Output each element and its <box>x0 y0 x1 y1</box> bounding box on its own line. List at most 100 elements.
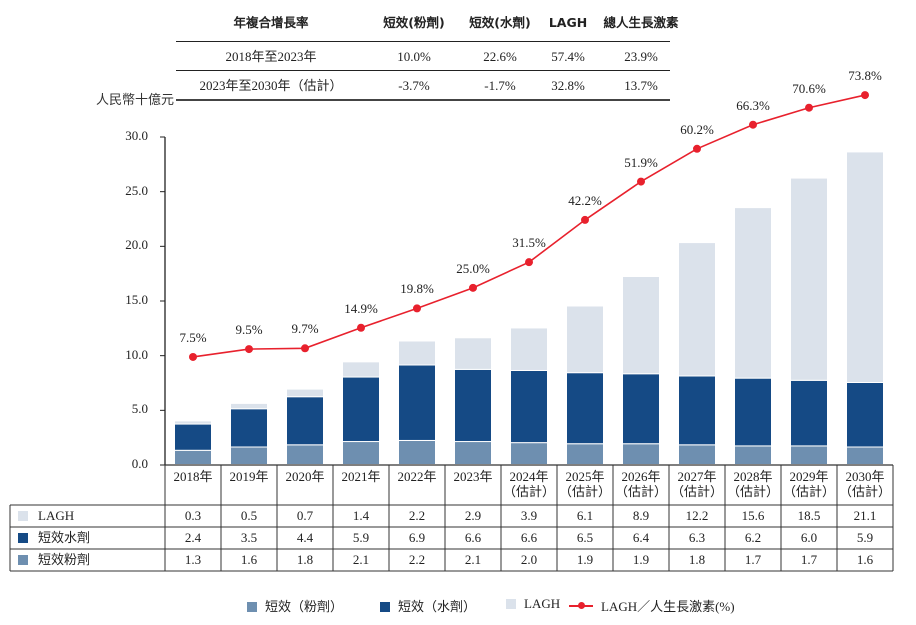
legend-item-ratio-line: LAGH／人生長激素(%) <box>569 596 735 615</box>
data-table-cell: 2.0 <box>520 552 538 567</box>
legend-label: LAGH／人生長激素(%) <box>601 599 735 614</box>
bar-segment-separator <box>847 151 883 153</box>
bar-segment-separator <box>791 379 827 381</box>
data-table-cell: 21.1 <box>853 508 877 523</box>
data-table-row-label-text: LAGH <box>38 508 75 523</box>
x-category-label: 2028年 <box>733 469 773 484</box>
data-table-cell: 6.6 <box>464 530 482 545</box>
bar-segment-separator <box>679 242 715 244</box>
data-table-cell: 5.9 <box>352 530 370 545</box>
bar-segment-separator <box>847 446 883 448</box>
ratio-line-point <box>357 323 365 332</box>
bar-segment-liquid <box>791 380 827 446</box>
x-category-label: 2025年 <box>565 469 605 484</box>
bar-segment-separator <box>175 449 211 451</box>
cagr-value: -1.7% <box>484 78 516 93</box>
cagr-row: 2018年至2023年 10.0% 22.6% 57.4% 23.9% <box>176 44 670 70</box>
x-category-label: 2018年 <box>173 469 213 484</box>
bar-segment-separator <box>511 442 547 444</box>
bar-segment-separator <box>287 444 323 446</box>
ratio-line-data-label: 42.2% <box>568 192 602 208</box>
bar-segment-powder <box>511 443 547 464</box>
data-table-row-label-text: 短效粉劑 <box>38 552 91 567</box>
bar-segment-liquid <box>847 383 883 447</box>
data-table-row-swatch <box>18 555 28 565</box>
x-category-label: 2019年 <box>229 469 269 484</box>
bar-segment-lagh <box>847 152 883 382</box>
y-tick-label: 25.0 <box>125 182 148 198</box>
data-table-cell: 5.9 <box>856 530 874 545</box>
data-table-cell: 2.2 <box>408 552 426 567</box>
bar-segment-powder <box>175 450 211 464</box>
cagr-value: 22.6% <box>483 49 517 64</box>
y-tick-label: 20.0 <box>125 237 148 253</box>
x-category-note: （估計） <box>782 484 835 499</box>
x-category-note: （估計） <box>670 484 723 499</box>
data-table-cell: 3.5 <box>240 530 258 545</box>
ratio-line-data-label: 9.7% <box>291 321 319 337</box>
data-table-cell: 1.6 <box>240 552 258 567</box>
cagr-header-powder: 短效(粉劑) <box>383 15 445 30</box>
cagr-value: -3.7% <box>398 78 430 93</box>
bar-segment-separator <box>623 373 659 375</box>
bar-segment-liquid <box>231 409 267 447</box>
ratio-line-point <box>637 177 645 186</box>
bar-segment-separator <box>791 445 827 447</box>
cagr-value: 23.9% <box>624 49 658 64</box>
x-category-note: （估計） <box>614 484 667 499</box>
x-category-label: 2029年 <box>789 469 829 484</box>
data-table-cell: 0.5 <box>240 508 258 523</box>
x-category-label: 2030年 <box>845 469 885 484</box>
data-table-cell: 8.9 <box>632 508 650 523</box>
bar-segment-separator <box>399 340 435 342</box>
data-table-cell: 2.4 <box>184 530 202 545</box>
bar-segment-lagh <box>623 276 659 374</box>
data-table-cell: 6.5 <box>576 530 594 545</box>
ratio-line-data-label: 7.5% <box>179 329 207 345</box>
y-tick-label: 5.0 <box>131 401 148 417</box>
legend-swatch-liquid <box>380 602 390 612</box>
bar-segment-separator <box>287 396 323 398</box>
ratio-line-data-label: 60.2% <box>680 121 714 137</box>
x-category-label: 2020年 <box>285 469 325 484</box>
bar-segment-separator <box>511 369 547 371</box>
ratio-line-point <box>805 103 813 112</box>
ratio-line-point <box>469 283 477 292</box>
bar-segment-powder <box>623 444 659 464</box>
data-table-cell: 6.6 <box>520 530 538 545</box>
cagr-period: 2023年至2030年（估計） <box>199 78 343 93</box>
ratio-line-point <box>693 144 701 153</box>
data-table-row-label: LAGH <box>18 505 74 527</box>
data-table-cell: 4.4 <box>296 530 314 545</box>
data-table-cell: 15.6 <box>741 508 765 523</box>
bar-segment-separator <box>455 441 491 443</box>
cagr-period: 2018年至2023年 <box>225 49 317 64</box>
bar-segment-separator <box>343 376 379 378</box>
cagr-rule <box>176 70 670 71</box>
data-table-cell: 6.0 <box>800 530 818 545</box>
x-category-label: 2022年 <box>397 469 437 484</box>
ratio-line-point <box>581 215 589 224</box>
ratio-line-data-label: 73.8% <box>848 68 882 84</box>
bar-segment-liquid <box>511 370 547 443</box>
ratio-line-point <box>301 344 309 353</box>
cagr-value: 13.7% <box>624 78 658 93</box>
data-table-row-swatch <box>18 533 28 543</box>
bar-segment-separator <box>847 382 883 383</box>
bar-segment-separator <box>399 364 435 366</box>
cagr-header-lagh: LAGH <box>548 15 588 30</box>
x-category-label: 2026年 <box>621 469 661 484</box>
data-table-cell: 1.6 <box>856 552 874 567</box>
bar-segment-liquid <box>343 377 379 442</box>
ratio-line-data-label: 9.5% <box>235 322 263 338</box>
data-table-cell: 1.4 <box>352 508 370 523</box>
bar-segment-separator <box>287 388 323 390</box>
cagr-header-row: 年複合增長率 短效(粉劑) 短效(水劑) LAGH 總人生長激素 <box>176 10 678 36</box>
x-category-note: （估計） <box>502 484 555 499</box>
data-table-cell: 6.3 <box>688 530 706 545</box>
data-table-cell: 6.4 <box>632 530 650 545</box>
data-table-row-label-text: 短效水劑 <box>38 530 91 545</box>
bar-segment-lagh <box>511 328 547 370</box>
ratio-line-point <box>749 120 757 129</box>
